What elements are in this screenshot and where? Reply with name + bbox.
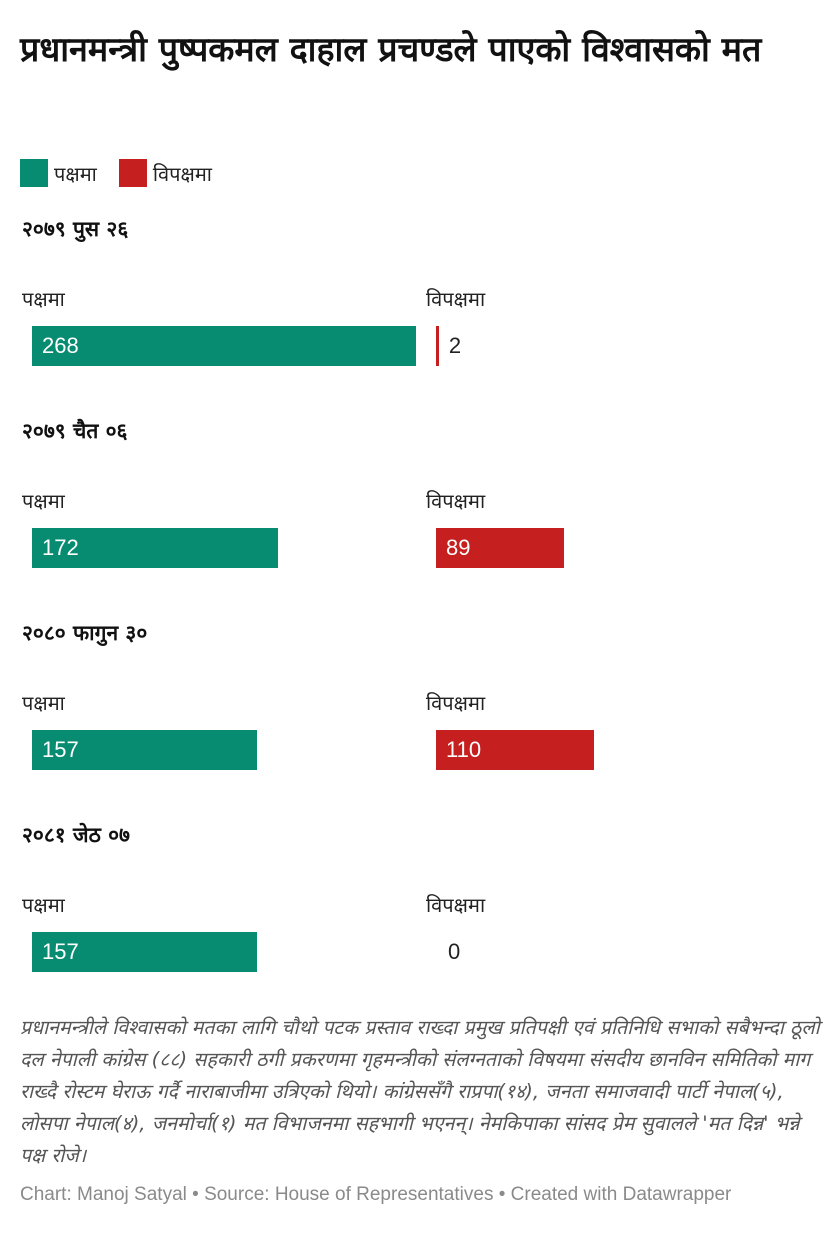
column-label-against: विपक्षमा [426,287,486,311]
bar-for [32,730,257,770]
panel-title: २०७९ पुस २६ [22,217,129,241]
vote-panel: २०८० फागुन ३० पक्षमा विपक्षमा 157 110 [0,618,840,820]
vote-panel: २०७९ पुस २६ पक्षमा विपक्षमा 268 2 [0,214,840,416]
bar-for [32,932,257,972]
value-label-against: 0 [448,939,461,964]
value-label-for: 268 [42,333,79,358]
legend-label-against: विपक्षमा [152,161,212,186]
legend-swatch-against [118,159,147,187]
value-label-against: 2 [448,333,462,358]
bar-for [32,326,416,366]
panel-title: २०७९ चैत ०६ [22,419,128,443]
vote-panel: २०७९ चैत ०६ पक्षमा विपक्षमा 172 89 [0,416,840,618]
bar-for [32,528,279,568]
legend-label-for: पक्षमा [54,161,97,186]
column-label-for: पक्षमा [22,691,65,715]
column-label-against: विपक्षमा [426,691,486,715]
bar-against [436,730,594,770]
chart-footer: Chart: Manoj Satyal • Source: House of R… [20,1184,732,1205]
value-label-for: 157 [42,737,79,762]
column-label-for: पक्षमा [22,489,65,513]
legend: पक्षमा विपक्षमा [20,158,234,188]
value-label-against: 110 [446,737,482,762]
vote-panel: २०८१ जेठ ०७ पक्षमा विपक्षमा 157 0 [0,820,840,1022]
panel-title: २०८० फागुन ३० [22,621,148,645]
chart-note: प्रधानमन्त्रीले विश्वासको मतका लागि चौथो… [20,1016,820,1167]
legend-item-against: विपक्षमा [118,159,212,187]
value-label-for: 157 [42,939,79,964]
value-label-against: 89 [446,535,471,560]
panel-title: २०८१ जेठ ०७ [22,823,130,847]
bar-against [436,326,439,366]
value-label-for: 172 [42,535,79,560]
column-label-for: पक्षमा [22,893,65,917]
bar-against [436,528,564,568]
column-label-against: विपक्षमा [426,893,486,917]
legend-swatch-for [20,159,48,187]
chart-title: प्रधानमन्त्री पुष्पकमल दाहाल प्रचण्डले प… [20,30,762,70]
column-label-for: पक्षमा [22,287,65,311]
legend-item-for: पक्षमा [20,159,97,187]
column-label-against: विपक्षमा [426,489,486,513]
